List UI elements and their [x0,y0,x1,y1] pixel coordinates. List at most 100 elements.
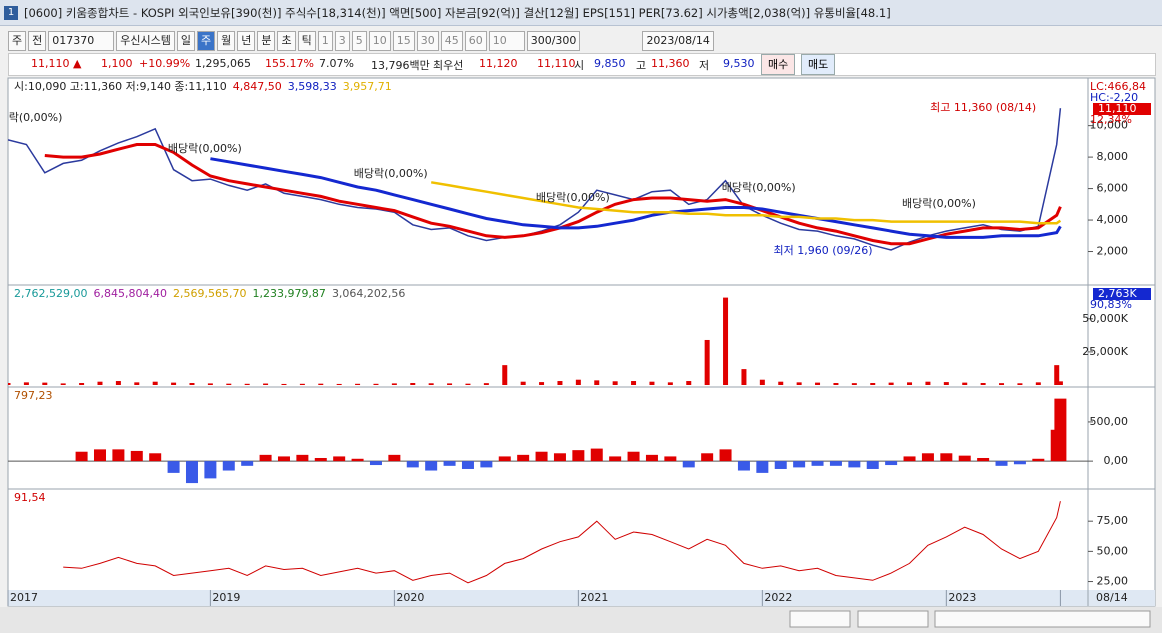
legend-entry: 시:10,090 고:11,360 저:9,140 종:11,110 [14,80,227,93]
bar [428,383,434,385]
annotation: 배당락(0,00%) [722,181,796,194]
legend-entry: 3,957,71 [343,80,392,93]
bar [553,453,566,462]
quote-field: 1,295,065 [195,57,251,70]
bar [355,383,361,385]
code-input[interactable]: 017370 [48,31,115,51]
interval-button[interactable]: 60 [464,31,487,51]
bar [425,461,438,471]
bar [811,461,824,466]
bar [1013,461,1026,465]
bar [171,382,177,385]
annotation: 배당락(0,00%) [354,167,428,180]
bar [461,461,474,469]
period-button[interactable]: 분 [257,31,276,51]
bar [609,456,622,462]
date-input[interactable]: 2023/08/14 [642,31,714,51]
bar [627,451,640,462]
scroll-buttons[interactable] [789,610,851,628]
quote-field: 고 [636,59,647,72]
period-button[interactable]: 틱 [297,31,316,51]
interval-button[interactable]: 15 [392,31,415,51]
quote-field: 최우선 [433,59,464,72]
bar [130,450,143,462]
y-tick-label: 75,00 [1097,514,1129,527]
bar [23,382,29,385]
bar [42,382,48,385]
bar [314,457,327,462]
annotation: 배당락(0,00%) [536,191,610,204]
interval-button[interactable]: 45 [440,31,463,51]
bar [483,383,489,385]
bar [851,383,857,385]
interval-button[interactable]: 1 [317,31,333,51]
quote-field: 11,360 [651,57,690,70]
interval-button[interactable]: 30 [416,31,439,51]
bar [833,383,839,385]
quote-field: 155.17% [265,57,314,70]
bar [1054,365,1060,385]
y-tick-label: 500,00 [1090,415,1129,428]
x-tick-label: 2022 [764,591,792,604]
axis-label-box [1093,288,1151,300]
bar [391,383,397,385]
y-tick-label: 50,000K [1082,312,1128,325]
range-field[interactable]: 300/300 [526,31,581,51]
bar [8,383,11,385]
sell-button[interactable]: 매도 [801,54,836,75]
name-field[interactable]: 우신시스템 [116,31,175,51]
axis-label: 12,34% [1090,113,1132,126]
bar [373,383,379,385]
period-button[interactable]: 일 [176,31,195,51]
period-button[interactable]: 년 [237,31,256,51]
axis-label: 2,763K [1098,287,1137,300]
bar [888,382,894,385]
series-line [430,181,1062,225]
bar [112,449,125,462]
period-button[interactable]: 초 [277,31,296,51]
bar [815,382,821,385]
bar [907,382,913,385]
bar [848,461,861,468]
x-tick-label: 2019 [212,591,240,604]
annotation: 배당락(0,00%) [168,142,242,155]
legend-entry: 91,54 [14,491,46,504]
legend-entry: 3,064,202,56 [332,287,405,300]
x-tick-label: 2017 [10,591,38,604]
period-button[interactable]: 월 [217,31,236,51]
zoom-buttons[interactable] [934,610,1151,628]
interval-button[interactable]: 10 [368,31,391,51]
quote-field: 11,110 [537,57,576,70]
legend-entry: 4,847,50 [233,80,282,93]
bar [115,381,121,385]
bar [207,383,213,385]
bar [498,456,511,462]
bar [97,381,103,385]
period-button[interactable]: 주 [196,31,216,51]
bar [870,383,876,385]
bar [1057,381,1063,385]
y-tick-label: 6,000 [1097,182,1129,195]
axis-label: 11,110 [1098,102,1137,115]
bar [369,461,382,466]
mode-button[interactable]: 전 [28,31,47,51]
bar [1017,383,1023,385]
bar [226,383,232,385]
quote-field: 7.07% [319,57,354,70]
quote-field: 13,796백만 [371,59,430,72]
bar [686,381,692,385]
plot-area [8,297,1063,385]
bar [829,461,842,466]
legend-entry: 2,762,529,00 [14,287,87,300]
market-button[interactable]: 주 [8,31,27,51]
count-input[interactable]: 10 [488,31,525,51]
bar [75,451,88,462]
bar [204,461,217,479]
bar [388,454,401,462]
zoom-slider[interactable] [857,610,929,628]
buy-button[interactable]: 매수 [761,54,796,75]
interval-button[interactable]: 3 [334,31,350,51]
interval-button[interactable]: 5 [351,31,367,51]
bar [590,448,603,462]
